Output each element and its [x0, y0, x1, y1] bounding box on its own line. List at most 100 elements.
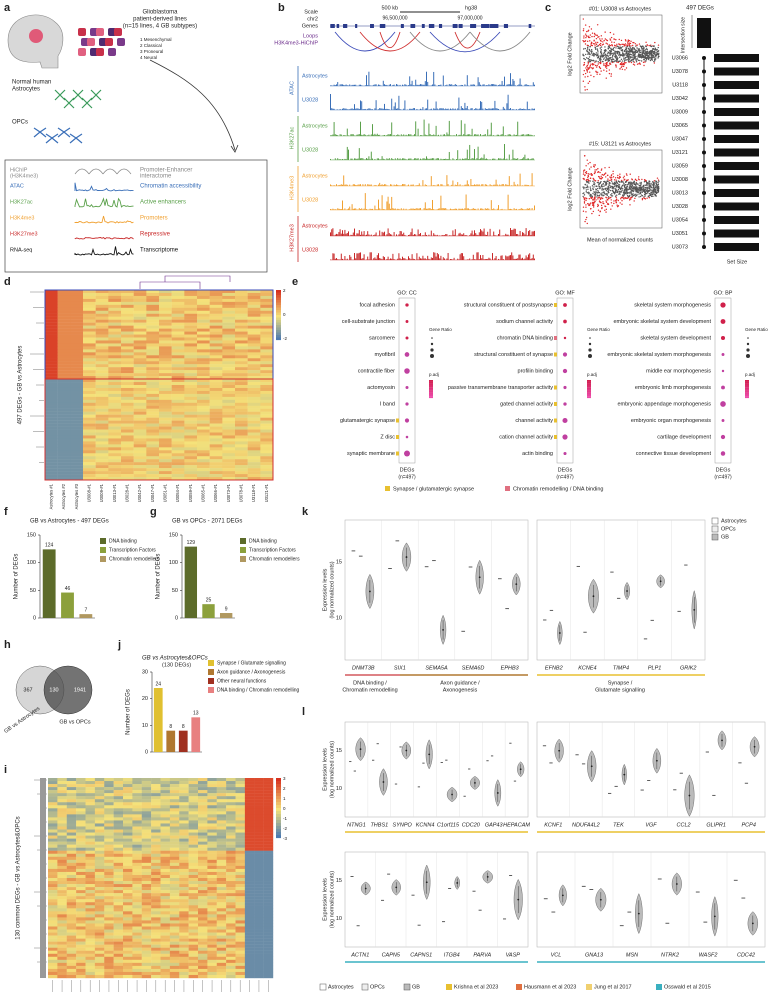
heatmap-cell: [197, 453, 210, 457]
ma-point: [583, 194, 586, 196]
track-bar: [510, 108, 511, 110]
ma-point: [615, 179, 617, 181]
ma-point: [646, 53, 648, 55]
heatmap-cell: [95, 307, 109, 311]
ma-point: [644, 179, 646, 181]
heatmap-cell: [57, 444, 71, 448]
heatmap-cell: [57, 793, 67, 797]
heatmap-cell: [197, 408, 210, 412]
track-bar: [470, 135, 472, 136]
heatmap-cell: [171, 292, 185, 297]
heatmap-cell: [171, 325, 185, 329]
ma-point: [653, 50, 656, 53]
legend-swatch: [208, 660, 214, 666]
heatmap-cell: [222, 456, 236, 460]
track-bar: [487, 108, 489, 110]
ma-point: [657, 185, 659, 188]
heatmap-cell: [160, 790, 171, 794]
track-bar: [486, 158, 487, 160]
heatmap-cell: [57, 385, 71, 389]
track-bar: [426, 259, 427, 260]
label: hg38: [465, 5, 477, 11]
ma-point: [622, 52, 624, 54]
track-bar: [517, 158, 519, 160]
track-bar: [481, 208, 483, 210]
heatmap-cell: [222, 352, 236, 356]
heatmap-cell: [146, 337, 160, 341]
ma-point: [655, 52, 657, 54]
ma-point: [595, 43, 597, 45]
track-bar: [361, 101, 363, 110]
heatmap-cell: [222, 370, 236, 374]
track-bar: [464, 102, 466, 110]
track-bar: [506, 103, 508, 110]
track-bar: [342, 84, 343, 86]
label: Glioblastoma: [142, 10, 178, 16]
heatmap-cell: [197, 310, 210, 314]
track-bar: [428, 123, 430, 136]
gene-block: [421, 24, 425, 28]
ma-point: [648, 55, 650, 57]
heatmap-cell: [197, 379, 210, 383]
heatmap-cell: [197, 393, 210, 398]
label: chromatin DNA binding: [497, 335, 553, 341]
ma-point: [624, 189, 626, 191]
heatmap-cell: [94, 778, 105, 782]
heatmap-cell: [146, 417, 160, 421]
heatmap-cell: [95, 405, 109, 409]
track-bar: [380, 108, 382, 110]
track-bar: [492, 185, 493, 186]
track-bar: [452, 180, 454, 186]
track-bar: [360, 184, 361, 186]
track-bar: [346, 109, 348, 110]
track-bar: [528, 185, 529, 186]
heatmap-cell: [146, 396, 160, 401]
ma-point: [604, 172, 606, 175]
track-bar: [483, 228, 485, 236]
track-bar: [384, 184, 385, 186]
track-bar: [430, 135, 432, 136]
track-bar: [387, 196, 389, 210]
ma-point: [618, 183, 620, 186]
heatmap-cell: [254, 784, 264, 788]
track-bar: [364, 85, 366, 86]
track-bar: [442, 75, 444, 86]
ma-point: [585, 179, 587, 182]
ma-point: [646, 54, 648, 57]
ma-point: [587, 186, 589, 188]
heatmap-cell: [159, 429, 172, 433]
heatmap-cell: [95, 414, 109, 418]
ma-point: [597, 204, 599, 207]
heatmap-cell: [108, 471, 122, 475]
label: sodium channel activity: [496, 319, 553, 325]
heatmap-cell: [260, 453, 274, 457]
track-bar: [373, 258, 375, 260]
track-bar: [409, 108, 411, 110]
label: H3K4me3: [10, 215, 34, 221]
ma-point: [596, 73, 598, 75]
heatmap-cell: [209, 367, 223, 371]
heatmap-cell: [184, 322, 198, 326]
ma-point: [593, 32, 596, 35]
heatmap-cell: [209, 429, 223, 433]
ma-point: [649, 189, 651, 192]
heatmap-cell: [121, 399, 134, 404]
track-bar: [477, 184, 479, 186]
value-label: 9: [225, 606, 228, 612]
track-bar: [462, 135, 463, 136]
ma-point: [588, 56, 591, 58]
ma-point: [643, 196, 645, 198]
ma-point: [611, 56, 613, 59]
track-bar: [450, 135, 451, 136]
set-bar: [714, 175, 759, 184]
track-bar: [502, 126, 504, 136]
heatmap-cell: [146, 471, 160, 475]
heatmap-cell: [235, 379, 248, 383]
heatmap-cell: [159, 405, 172, 409]
track-bar: [514, 85, 516, 86]
track-bar: [490, 84, 492, 86]
heatmap-cell: [235, 426, 248, 430]
heatmap-cell: [121, 385, 134, 389]
heatmap-cell: [45, 334, 58, 338]
